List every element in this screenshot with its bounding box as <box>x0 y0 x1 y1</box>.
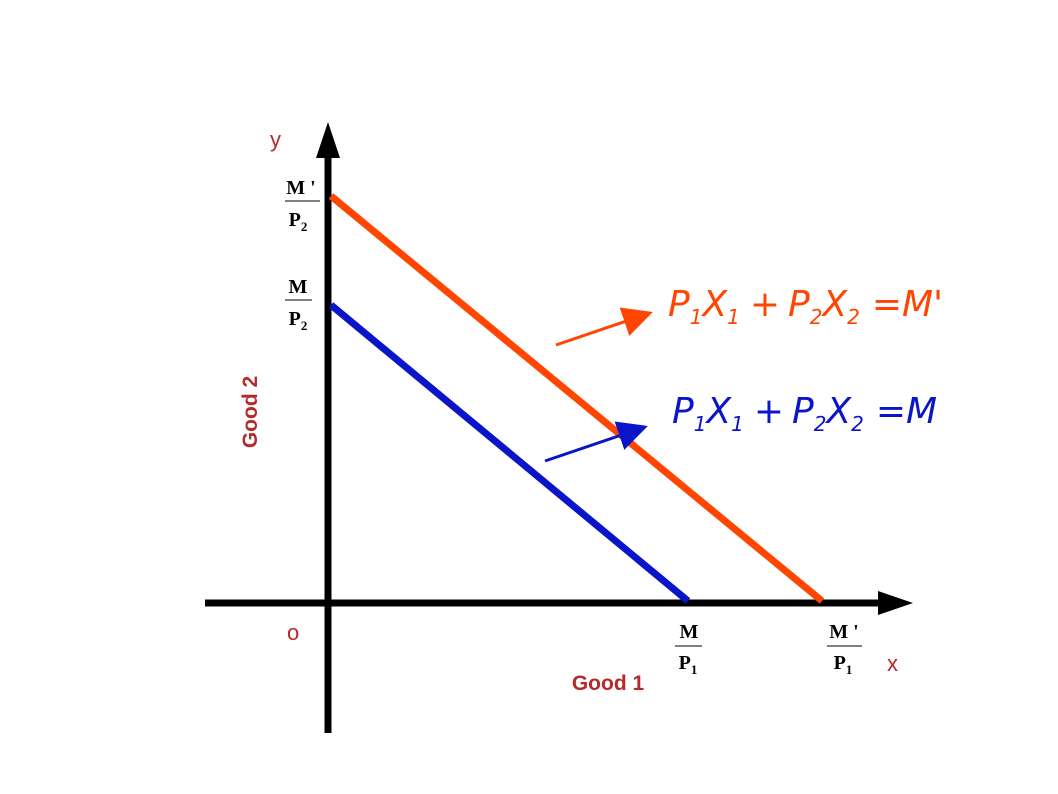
equation-old-budget: P1X1 + P2X2 =M <box>672 391 937 436</box>
svg-text:M ': M ' <box>286 177 315 199</box>
budget-line-new <box>328 193 825 604</box>
budget-line-old <box>328 302 691 604</box>
y-axis-title: Good 2 <box>239 376 262 448</box>
svg-text:M ': M ' <box>829 621 858 643</box>
pointer-arrow-old <box>544 421 648 463</box>
equation-new-budget: P1X1 + P2X2 =M' <box>668 284 943 329</box>
svg-text:M: M <box>680 621 699 643</box>
y-axis-arrowhead <box>316 122 340 158</box>
intercept-x-new: M ' P1 <box>827 621 862 677</box>
x-axis-title: Good 1 <box>572 672 645 695</box>
intercept-y-old: M P2 <box>285 276 312 333</box>
svg-text:P2: P2 <box>289 308 308 333</box>
x-axis-arrowhead <box>878 591 913 615</box>
intercept-x-old: M P1 <box>675 621 702 677</box>
x-axis-letter: x <box>887 651 898 676</box>
svg-text:P1: P1 <box>834 652 853 677</box>
svg-text:P2: P2 <box>289 209 308 234</box>
pointer-arrow-new <box>555 307 653 347</box>
y-axis-letter: y <box>270 127 281 152</box>
svg-text:M: M <box>289 276 308 298</box>
origin-label: o <box>287 620 299 645</box>
svg-text:P1: P1 <box>679 652 698 677</box>
intercept-y-new: M ' P2 <box>285 177 320 234</box>
axes <box>205 122 913 733</box>
